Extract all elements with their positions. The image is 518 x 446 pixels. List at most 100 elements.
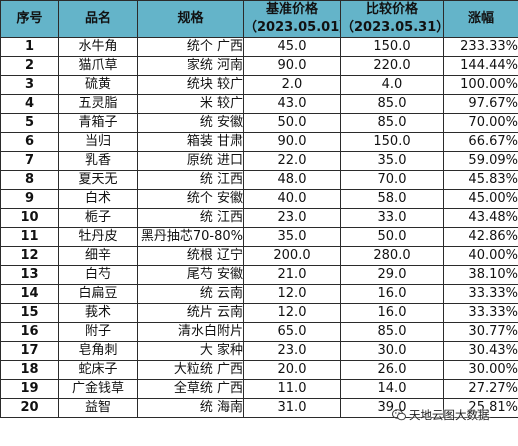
row-compare-price: 150.0 (340, 37, 444, 57)
row-no: 3 (0, 75, 59, 95)
row-name: 细辛 (58, 246, 138, 266)
row-base-price: 12.0 (243, 284, 341, 304)
row-compare-price: 85.0 (340, 322, 444, 342)
row-no: 6 (0, 132, 59, 152)
row-compare-price: 16.0 (340, 303, 444, 323)
table-row: 16 附子 清水白附片 65.0 85.0 30.77% (0, 322, 518, 342)
row-name: 五灵脂 (58, 94, 138, 114)
header-compare-date: （2023.05.31） (341, 20, 444, 35)
table-row: 15 莪术 统片 云南 12.0 16.0 33.33% (0, 303, 518, 323)
row-base-price: 200.0 (243, 246, 341, 266)
row-no: 10 (0, 208, 59, 228)
row-change: 38.10% (443, 265, 518, 285)
row-change: 70.00% (443, 113, 518, 133)
row-name: 莪术 (58, 303, 138, 323)
row-change: 45.00% (443, 189, 518, 209)
row-compare-price: 58.0 (340, 189, 444, 209)
row-base-price: 43.0 (243, 94, 341, 114)
row-change: 144.44% (443, 56, 518, 76)
row-name: 栀子 (58, 208, 138, 228)
row-compare-price: 39.0 (340, 398, 444, 418)
table-row: 11 牡丹皮 黑丹抽芯70-80% 35.0 50.0 42.86% (0, 227, 518, 247)
row-base-price: 48.0 (243, 170, 341, 190)
row-spec: 统个 安徽 (137, 189, 244, 209)
row-base-price: 65.0 (243, 322, 341, 342)
row-compare-price: 4.0 (340, 75, 444, 95)
row-change: 66.67% (443, 132, 518, 152)
table-row: 14 白扁豆统 云南 12.0 16.0 33.33% (0, 284, 518, 304)
row-base-price: 2.0 (243, 75, 341, 95)
row-compare-price: 29.0 (340, 265, 444, 285)
row-spec: 大 家种 (137, 341, 244, 361)
row-no: 7 (0, 151, 59, 171)
row-name: 皂角刺 (58, 341, 138, 361)
row-no: 9 (0, 189, 59, 209)
row-spec: 大粒统 广西 (137, 360, 244, 380)
row-compare-price: 50.0 (340, 227, 444, 247)
row-compare-price: 70.0 (340, 170, 444, 190)
row-change: 25.81% (443, 398, 518, 418)
row-change: 33.33% (443, 284, 518, 304)
table-row: 20 益智统 海南 31.0 39.0 25.81% (0, 398, 518, 418)
table-body: 1 水牛角 统个 广西 45.0 150.0 233.33% 2 猫爪草 家统 河南 90.0 22… (0, 37, 518, 418)
row-change: 100.00% (443, 75, 518, 95)
row-no: 19 (0, 379, 59, 399)
row-base-price: 90.0 (243, 132, 341, 152)
row-change: 43.48% (443, 208, 518, 228)
row-compare-price: 220.0 (340, 56, 444, 76)
row-no: 1 (0, 37, 59, 57)
row-compare-price: 30.0 (340, 341, 444, 361)
row-spec: 统 江西 (137, 208, 244, 228)
row-spec: 统 海南 (137, 398, 244, 418)
row-name: 牡丹皮 (58, 227, 138, 247)
row-compare-price: 85.0 (340, 94, 444, 114)
row-compare-price: 280.0 (340, 246, 444, 266)
row-spec: 统 江西 (137, 170, 244, 190)
table-row: 7 乳香 原统 进口 22.0 35.0 59.09% (0, 151, 518, 171)
row-spec: 米 较广 (137, 94, 244, 114)
row-change: 30.77% (443, 322, 518, 342)
row-base-price: 31.0 (243, 398, 341, 418)
table-row: 18 蛇床子 大粒统 广西 20.0 26.0 30.00% (0, 360, 518, 380)
row-compare-price: 33.0 (340, 208, 444, 228)
row-compare-price: 14.0 (340, 379, 444, 399)
header-no: 序号 (0, 0, 59, 38)
table-row: 17 皂角刺大 家种 23.0 30.0 30.43% (0, 341, 518, 361)
row-compare-price: 35.0 (340, 151, 444, 171)
row-spec: 家统 河南 (137, 56, 244, 76)
row-change: 40.00% (443, 246, 518, 266)
row-change: 45.83% (443, 170, 518, 190)
table-row: 19 广金钱草 全草统 广西 11.0 14.0 27.27% (0, 379, 518, 399)
row-spec: 统 云南 (137, 284, 244, 304)
row-spec: 统片 云南 (137, 303, 244, 323)
row-spec: 黑丹抽芯70-80% (137, 227, 244, 247)
row-name: 乳香 (58, 151, 138, 171)
row-name: 当归 (58, 132, 138, 152)
row-name: 白术 (58, 189, 138, 209)
header-compare-price: 比较价格 （2023.05.31） (340, 0, 444, 38)
row-no: 17 (0, 341, 59, 361)
row-no: 12 (0, 246, 59, 266)
row-change: 42.86% (443, 227, 518, 247)
row-name: 益智 (58, 398, 138, 418)
row-name: 白扁豆 (58, 284, 138, 304)
row-base-price: 35.0 (243, 227, 341, 247)
row-no: 5 (0, 113, 59, 133)
row-no: 14 (0, 284, 59, 304)
row-name: 白芍 (58, 265, 138, 285)
row-no: 15 (0, 303, 59, 323)
row-no: 2 (0, 56, 59, 76)
row-name: 水牛角 (58, 37, 138, 57)
row-change: 27.27% (443, 379, 518, 399)
row-spec: 全草统 广西 (137, 379, 244, 399)
row-no: 13 (0, 265, 59, 285)
row-compare-price: 150.0 (340, 132, 444, 152)
row-spec: 箱装 甘肃 (137, 132, 244, 152)
row-spec: 统块 较广 (137, 75, 244, 95)
row-no: 4 (0, 94, 59, 114)
row-spec: 统个 广西 (137, 37, 244, 57)
row-base-price: 20.0 (243, 360, 341, 380)
table-row: 10 栀子统 江西 23.0 33.0 43.48% (0, 208, 518, 228)
row-base-price: 40.0 (243, 189, 341, 209)
row-change: 233.33% (443, 37, 518, 57)
